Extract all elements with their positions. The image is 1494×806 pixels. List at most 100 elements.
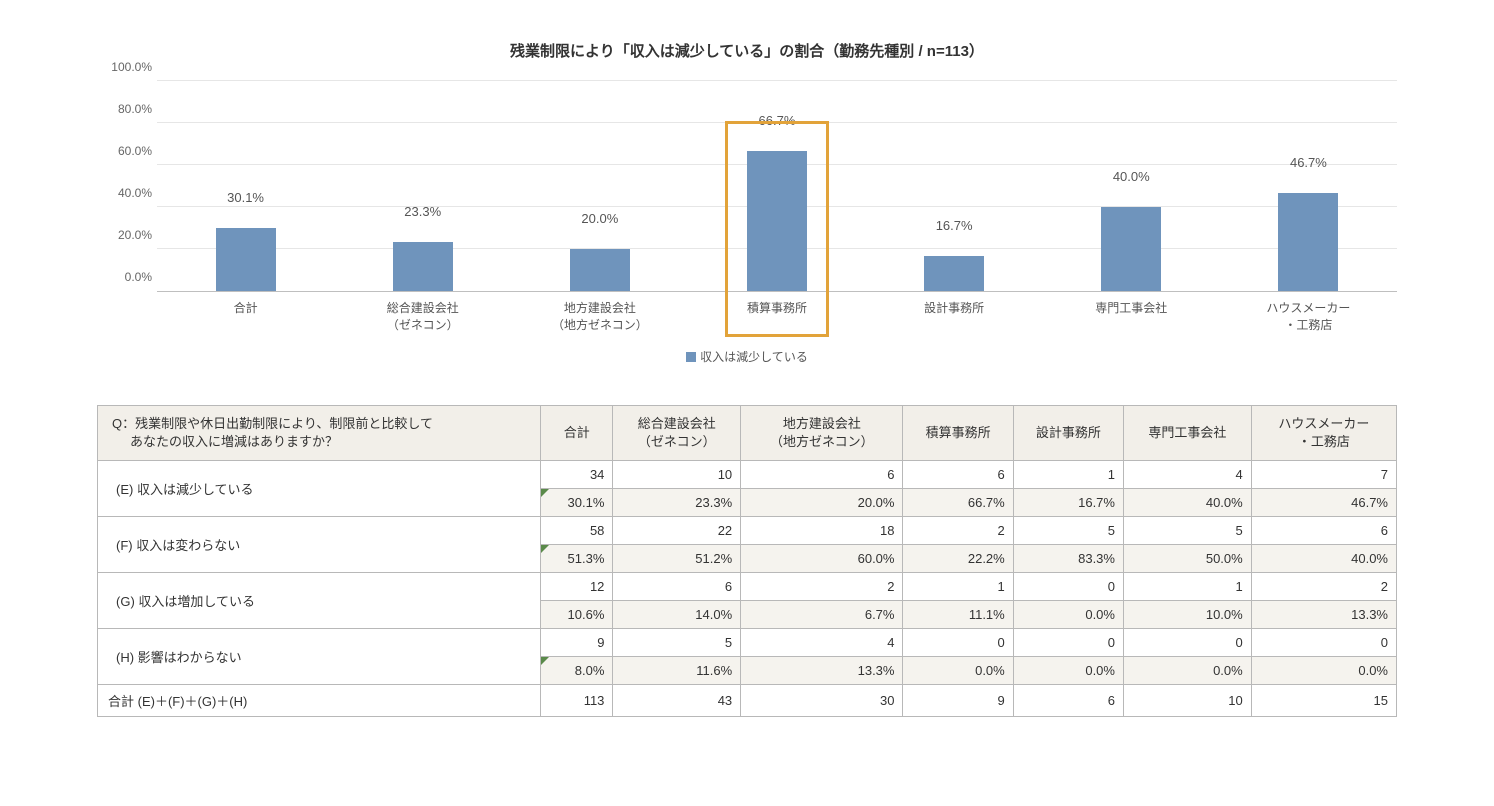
chart-bar [570, 249, 630, 291]
table-cell-count: 4 [1123, 460, 1251, 488]
table-header-row: Q：残業制限や休日出勤制限により、制限前と比較してあなたの収入に増減はありますか… [98, 405, 1397, 460]
table-cell-count: 0 [1251, 628, 1396, 656]
chart-xtick-label: 地方建設会社（地方ゼネコン） [511, 292, 688, 334]
chart-ytick-label: 20.0% [97, 228, 152, 242]
table-row-label: (H) 影響はわからない [98, 628, 541, 684]
chart-bar-value-label: 16.7% [936, 218, 973, 237]
table-cell-total: 15 [1251, 684, 1396, 716]
chart-bar-value-label: 66.7% [759, 113, 796, 132]
chart-xtick-label: 専門工事会社 [1043, 292, 1220, 334]
table-cell-count: 2 [741, 572, 903, 600]
table-cell-count: 18 [741, 516, 903, 544]
chart-title: 残業制限により「収入は減少している」の割合（勤務先種別 / n=113） [0, 40, 1494, 61]
table-cell-percent: 83.3% [1013, 544, 1123, 572]
chart-xtick-label: 設計事務所 [866, 292, 1043, 334]
table-row: (G) 収入は増加している12621012 [98, 572, 1397, 600]
chart-xtick-label: 積算事務所 [688, 292, 865, 334]
table-cell-count: 9 [541, 628, 613, 656]
cell-marker-icon [541, 545, 549, 553]
chart-legend: 収入は減少している [97, 348, 1397, 365]
table-cell-count: 0 [903, 628, 1013, 656]
legend-swatch [686, 352, 696, 362]
table-cell-percent: 66.7% [903, 488, 1013, 516]
chart-ytick-label: 0.0% [97, 270, 152, 284]
chart-bar [924, 256, 984, 291]
table-cell-count: 6 [741, 460, 903, 488]
table-row: (E) 収入は減少している341066147 [98, 460, 1397, 488]
chart-bar [747, 151, 807, 291]
table-cell-count: 2 [1251, 572, 1396, 600]
chart-bar-value-label: 23.3% [404, 204, 441, 223]
table-cell-percent: 13.3% [741, 656, 903, 684]
table-cell-percent: 60.0% [741, 544, 903, 572]
bar-chart: 0.0%20.0%40.0%60.0%80.0%100.0%30.1%23.3%… [97, 81, 1397, 365]
chart-bar-value-label: 20.0% [581, 211, 618, 230]
chart-bar-value-label: 30.1% [227, 190, 264, 209]
chart-bar-cell: 46.7% [1220, 81, 1397, 291]
table-cell-count: 10 [613, 460, 741, 488]
chart-ytick-label: 80.0% [97, 102, 152, 116]
chart-bar-cell: 16.7% [866, 81, 1043, 291]
chart-ytick-label: 40.0% [97, 186, 152, 200]
table-total-row: 合計 (E)＋(F)＋(G)＋(H)1134330961015 [98, 684, 1397, 716]
chart-bar [1101, 207, 1161, 291]
chart-ytick-label: 60.0% [97, 144, 152, 158]
table-cell-total: 113 [541, 684, 613, 716]
table-cell-total: 6 [1013, 684, 1123, 716]
table-cell-count: 6 [1251, 516, 1396, 544]
table-column-header: 総合建設会社（ゼネコン） [613, 405, 741, 460]
table-cell-count: 6 [903, 460, 1013, 488]
table-cell-count: 34 [541, 460, 613, 488]
table-cell-percent: 13.3% [1251, 600, 1396, 628]
table-cell-percent: 51.2% [613, 544, 741, 572]
table-column-header: 地方建設会社（地方ゼネコン） [741, 405, 903, 460]
table-cell-percent: 22.2% [903, 544, 1013, 572]
table-cell-percent: 6.7% [741, 600, 903, 628]
table-cell-percent: 0.0% [1013, 600, 1123, 628]
table-cell-total: 10 [1123, 684, 1251, 716]
table-cell-percent: 16.7% [1013, 488, 1123, 516]
table-cell-count: 12 [541, 572, 613, 600]
table-cell-percent: 40.0% [1123, 488, 1251, 516]
table-row: (F) 収入は変わらない5822182556 [98, 516, 1397, 544]
table-cell-percent: 0.0% [1013, 656, 1123, 684]
table-cell-count: 1 [903, 572, 1013, 600]
table-column-header: ハウスメーカー・工務店 [1251, 405, 1396, 460]
table-cell-total: 43 [613, 684, 741, 716]
table-cell-count: 0 [1123, 628, 1251, 656]
table-cell-count: 58 [541, 516, 613, 544]
table-column-header: 設計事務所 [1013, 405, 1123, 460]
table-cell-percent: 46.7% [1251, 488, 1396, 516]
table-cell-percent: 0.0% [1123, 656, 1251, 684]
table-column-header: 専門工事会社 [1123, 405, 1251, 460]
table-cell-percent: 8.0% [541, 656, 613, 684]
table-column-header: 積算事務所 [903, 405, 1013, 460]
chart-x-axis: 合計総合建設会社（ゼネコン）地方建設会社（地方ゼネコン）積算事務所設計事務所専門… [157, 292, 1397, 334]
table-cell-percent: 14.0% [613, 600, 741, 628]
chart-bar-cell: 40.0% [1043, 81, 1220, 291]
table-row: (H) 影響はわからない9540000 [98, 628, 1397, 656]
data-table-container: Q：残業制限や休日出勤制限により、制限前と比較してあなたの収入に増減はありますか… [97, 405, 1397, 717]
table-cell-percent: 0.0% [903, 656, 1013, 684]
table-cell-percent: 10.0% [1123, 600, 1251, 628]
chart-plot-area: 0.0%20.0%40.0%60.0%80.0%100.0%30.1%23.3%… [157, 81, 1397, 292]
chart-xtick-label: 合計 [157, 292, 334, 334]
table-cell-count: 6 [613, 572, 741, 600]
table-cell-percent: 30.1% [541, 488, 613, 516]
table-cell-count: 2 [903, 516, 1013, 544]
table-row-label: (G) 収入は増加している [98, 572, 541, 628]
table-cell-count: 5 [1123, 516, 1251, 544]
table-cell-percent: 0.0% [1251, 656, 1396, 684]
chart-xtick-label: ハウスメーカー・工務店 [1220, 292, 1397, 334]
chart-bar-value-label: 46.7% [1290, 155, 1327, 174]
table-cell-count: 0 [1013, 628, 1123, 656]
table-cell-count: 22 [613, 516, 741, 544]
table-cell-count: 7 [1251, 460, 1396, 488]
table-cell-count: 1 [1013, 460, 1123, 488]
table-cell-percent: 11.6% [613, 656, 741, 684]
chart-bars-row: 30.1% 23.3% 20.0% 66.7% 16.7% 40.0% 46.7% [157, 81, 1397, 291]
table-body: (E) 収入は減少している34106614730.1%23.3%20.0%66.… [98, 460, 1397, 716]
table-cell-count: 5 [1013, 516, 1123, 544]
table-question-header: Q：残業制限や休日出勤制限により、制限前と比較してあなたの収入に増減はありますか… [98, 405, 541, 460]
table-cell-percent: 20.0% [741, 488, 903, 516]
